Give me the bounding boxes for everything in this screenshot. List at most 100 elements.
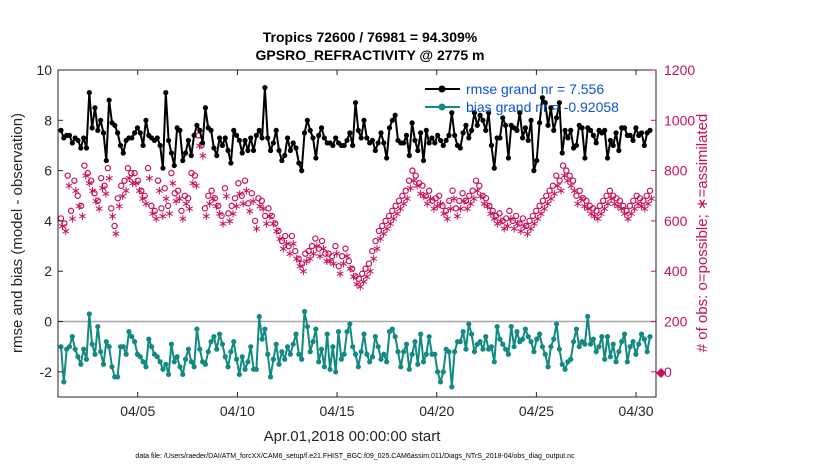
- bias-point: [576, 344, 582, 350]
- obs-possible-point: [158, 205, 165, 212]
- rmse-point: [117, 142, 124, 149]
- bias-point: [412, 339, 418, 345]
- bias-point: [398, 364, 404, 370]
- rmse-point: [106, 97, 112, 103]
- obs-assimilated-point: ∗: [161, 191, 171, 205]
- obs-possible-point: [221, 185, 229, 192]
- obs-assimilated-point: ∗: [255, 199, 265, 213]
- obs-possible-point: [409, 167, 416, 174]
- obs-possible-point: [258, 197, 265, 204]
- obs-assimilated-point: ∗: [141, 196, 151, 210]
- bias-point: [202, 361, 209, 367]
- obs-assimilated-point: ∗: [415, 186, 425, 200]
- rmse-point: [381, 140, 387, 146]
- bias-point: [154, 354, 160, 360]
- rmse-point: [310, 135, 316, 141]
- obs-possible-point: [559, 162, 567, 169]
- bias-point: [406, 366, 412, 372]
- bias-point: [166, 371, 172, 377]
- obs-possible-point: [382, 217, 389, 225]
- obs-possible-point: [599, 197, 607, 204]
- obs-possible-point: [533, 207, 540, 215]
- bias-point: [262, 326, 268, 332]
- bias-point: [347, 321, 353, 327]
- obs-possible-point: [626, 202, 634, 210]
- rmse-point: [452, 132, 458, 138]
- rmse-point: [154, 135, 160, 141]
- bias-point: [78, 361, 84, 367]
- obs-assimilated-point: ∗: [285, 247, 295, 261]
- obs-possible-point: [335, 263, 342, 270]
- obs-assimilated-point: ∗: [131, 176, 141, 190]
- obs-possible-point: [402, 187, 409, 194]
- bias-point: [194, 326, 200, 332]
- legend: rmse grand nr = 7.556 bias grand nr = -0…: [425, 81, 619, 115]
- obs-possible-point: [161, 185, 168, 192]
- rmse-point: [633, 125, 639, 131]
- obs-possible-point: [519, 215, 527, 222]
- obs-assimilated-point: ∗: [442, 211, 452, 225]
- obs-assimilated-point: ∗: [171, 194, 181, 208]
- bias-point: [299, 356, 305, 362]
- rmse-point: [250, 147, 257, 154]
- bias-point: [613, 359, 619, 365]
- obs-possible-point: [399, 192, 406, 199]
- obs-possible-point: [486, 202, 493, 210]
- obs-possible-point: [620, 202, 627, 210]
- bias-point: [120, 344, 126, 350]
- obs-assimilated-point: ∗: [365, 264, 375, 278]
- rmse-point: [299, 168, 305, 174]
- rmse-point: [347, 130, 353, 136]
- bias-point: [590, 336, 596, 342]
- obs-possible-point: [502, 215, 510, 222]
- rmse-point: [219, 142, 226, 149]
- obs-possible-point: [606, 187, 614, 194]
- rmse-point: [92, 105, 98, 111]
- bias-point: [86, 311, 92, 317]
- bias-point: [378, 356, 384, 362]
- obs-possible-point: [154, 177, 162, 184]
- rmse-point: [236, 137, 242, 144]
- obs-possible-point: [295, 255, 302, 262]
- obs-possible-point: [87, 177, 95, 184]
- bias-point: [216, 331, 223, 337]
- bias-point: [638, 331, 645, 337]
- rmse-point: [463, 122, 469, 128]
- rmse-point: [163, 90, 169, 96]
- bias-point: [477, 339, 483, 345]
- obs-assimilated-point: ∗: [282, 237, 292, 251]
- rmse-point: [517, 110, 523, 116]
- obs-assimilated-point: ∗: [335, 267, 345, 281]
- rmse-point: [202, 105, 209, 111]
- obs-possible-point: [107, 205, 115, 212]
- bias-point: [624, 359, 630, 365]
- obs-assimilated-point: ∗: [178, 211, 188, 225]
- bias-point: [95, 323, 101, 330]
- footer-datafile: data file: /Users/raeder/DAI/ATM_forcXX/…: [135, 453, 575, 460]
- obs-possible-point: [472, 177, 480, 184]
- obs-possible-point: [168, 169, 175, 177]
- x-tick-label: 04/10: [220, 403, 255, 419]
- obs-possible-point: [282, 232, 289, 240]
- bias-point: [129, 334, 135, 340]
- obs-assimilated-point: ∗: [646, 191, 656, 205]
- obs-possible-point: [348, 265, 356, 272]
- obs-assimilated-point: ∗: [292, 252, 302, 266]
- rmse-point: [233, 132, 240, 138]
- obs-assimilated-point: ∗: [359, 274, 369, 288]
- obs-assimilated-point: ∗: [399, 196, 409, 210]
- obs-assimilated-point: ∗: [98, 181, 108, 195]
- rmse-point: [641, 142, 647, 149]
- rmse-point: [81, 135, 87, 141]
- bias-point: [573, 326, 579, 332]
- obs-assimilated-point: ∗: [87, 184, 97, 198]
- bias-point: [358, 349, 364, 355]
- bias-point: [423, 351, 429, 357]
- obs-assimilated-point: ∗: [235, 186, 245, 200]
- bias-point: [304, 323, 310, 330]
- rmse-point: [446, 132, 452, 138]
- obs-possible-point: [288, 232, 296, 240]
- obs-assimilated-point: ∗: [409, 174, 419, 188]
- bias-point: [627, 344, 633, 350]
- obs-assimilated-point: ∗: [278, 242, 288, 256]
